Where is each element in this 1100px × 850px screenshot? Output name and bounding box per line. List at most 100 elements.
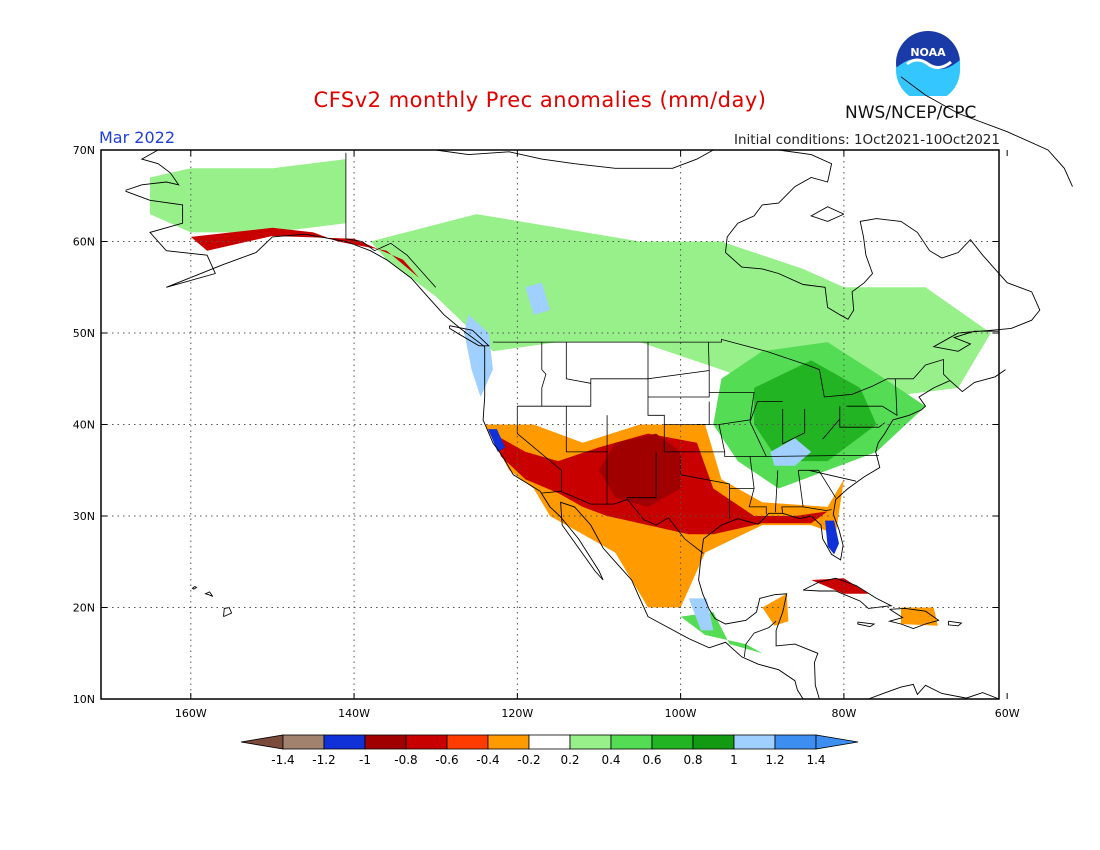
state-lines-20 [782,408,806,445]
lon-label: 100W [665,707,697,720]
graticule [101,150,999,699]
state-lines-22 [839,406,885,428]
state-lines-5 [565,406,608,505]
state-lines-15 [774,470,779,513]
lat-label: 50N [73,327,95,340]
lat-label: 10N [73,693,95,706]
coastline-cuba [802,577,893,609]
coastline-hudson-islands [810,206,845,222]
legend-tick-label: 1 [730,753,738,767]
legend-left-arrow [240,734,284,750]
legend-swatch [487,734,530,750]
state-lines-12 [718,424,726,452]
legend-tick-label: -0.2 [517,753,540,767]
map-axes: 70N 60N 50N 40N 30N 20N 10N 160W 140W 120W 100W 80W… [73,144,1020,720]
coastline-hawaii-2 [204,591,214,597]
initial-conditions: Initial conditions: 1Oct2021-10Oct2021 [734,132,1000,148]
coastline-jamaica [857,621,876,628]
agency-label: NWS/NCEP/CPC [845,103,977,123]
anomaly-region-bc_blue [525,282,550,315]
anomaly-region-alaska_red [190,227,420,279]
lon-label: 80W [831,707,856,720]
legend-tick-label: 0.2 [560,753,579,767]
legend-swatch [364,734,407,750]
coastlines [125,76,1073,700]
coastline-puerto-rico [947,620,963,627]
us-mexico-border [540,490,704,554]
map-title: CFSv2 monthly Prec anomalies (mm/day) [313,88,767,112]
state-lines-25 [696,401,710,425]
legend-swatch [323,734,366,750]
legend-tick-label: -1 [359,753,371,767]
legend-swatch [774,734,817,750]
state-lines-9 [647,342,710,380]
legend-tick-label: 0.6 [642,753,661,767]
us-canada-border [492,338,951,398]
legend-tick-label: -1.4 [271,753,294,767]
coastline-gulf-coast [698,369,1006,700]
legend-swatch [528,734,571,750]
state-lines-21 [749,401,783,457]
anomaly-region-ca_blue [488,429,506,452]
lat-label: 70N [73,144,95,157]
coastline-hispaniola [887,607,940,629]
legend-swatch [405,734,448,750]
state-lines-8 [680,456,730,519]
lon-label: 60W [995,707,1020,720]
coastline-hawaii-1 [223,606,233,618]
lon-label: 160W [175,707,207,720]
legend-tick-label: -0.4 [476,753,499,767]
anomaly-region-nw_blue [464,314,493,397]
lat-label: 60N [73,236,95,249]
legend-right-arrow [815,734,859,750]
coastline-hawaii-3 [191,585,198,590]
coastline-north-america-coast [125,190,804,700]
anomaly-region-cuba_red [811,578,869,594]
state-lines-23 [846,378,898,417]
legend-tick-label: 0.4 [601,753,620,767]
state-lines-14 [748,488,767,515]
state-lines-2 [541,342,547,407]
color-legend: -1.4 -1.2 -1 -0.8 -0.6 -0.4 -0.2 0.2 0.4 0.6 0.8 1 1… [240,734,859,767]
legend-swatch [446,734,489,750]
anomaly-region-sw_darkred [599,433,681,507]
legend-swatch [569,734,612,750]
anomaly-region-fl_blue [825,520,839,555]
coastline-vancouver-island [449,325,490,347]
state-lines-10 [648,370,710,398]
legend-tick-label: 1.2 [765,753,784,767]
state-lines-18 [798,469,837,498]
anomaly-region-ohio_blue [770,438,812,466]
coastline-arctic-coast [435,149,714,169]
legend-swatch [651,734,694,750]
coastline-alaska-north [125,149,180,191]
mexico-guatemala [743,620,777,657]
anomaly-fills [150,159,991,681]
anomaly-region-east_green2 [754,360,877,462]
anomaly-region-mexico_blue [688,598,714,631]
coastline-south-america [868,683,1000,700]
noaa-logo: NOAA [895,30,961,102]
state-lines-19 [808,469,857,482]
coastline-greenland [900,76,1073,187]
legend-tick-label: -1.2 [312,753,335,767]
legend-swatch [692,734,735,750]
coastline-labrador-coast [725,149,1041,352]
legend-swatch [733,734,776,750]
legend-tick-label: -0.6 [435,753,458,767]
legend-tick-label: 0.8 [683,753,702,767]
lon-label: 140W [338,707,370,720]
anomaly-region-yucatan_orange [762,593,789,626]
legend-tick-label: -0.8 [394,753,417,767]
lon-label: 120W [501,707,533,720]
anomaly-region-carib_orange [901,607,938,626]
lat-label: 40N [73,419,95,432]
lat-label: 20N [73,602,95,615]
anomaly-region-alaska_green [150,159,346,233]
forecast-month: Mar 2022 [99,128,175,147]
legend-swatch [282,734,325,750]
legend-tick-label: 1.4 [806,753,825,767]
legend-swatch [610,734,653,750]
alaska-canada-border [345,152,436,288]
